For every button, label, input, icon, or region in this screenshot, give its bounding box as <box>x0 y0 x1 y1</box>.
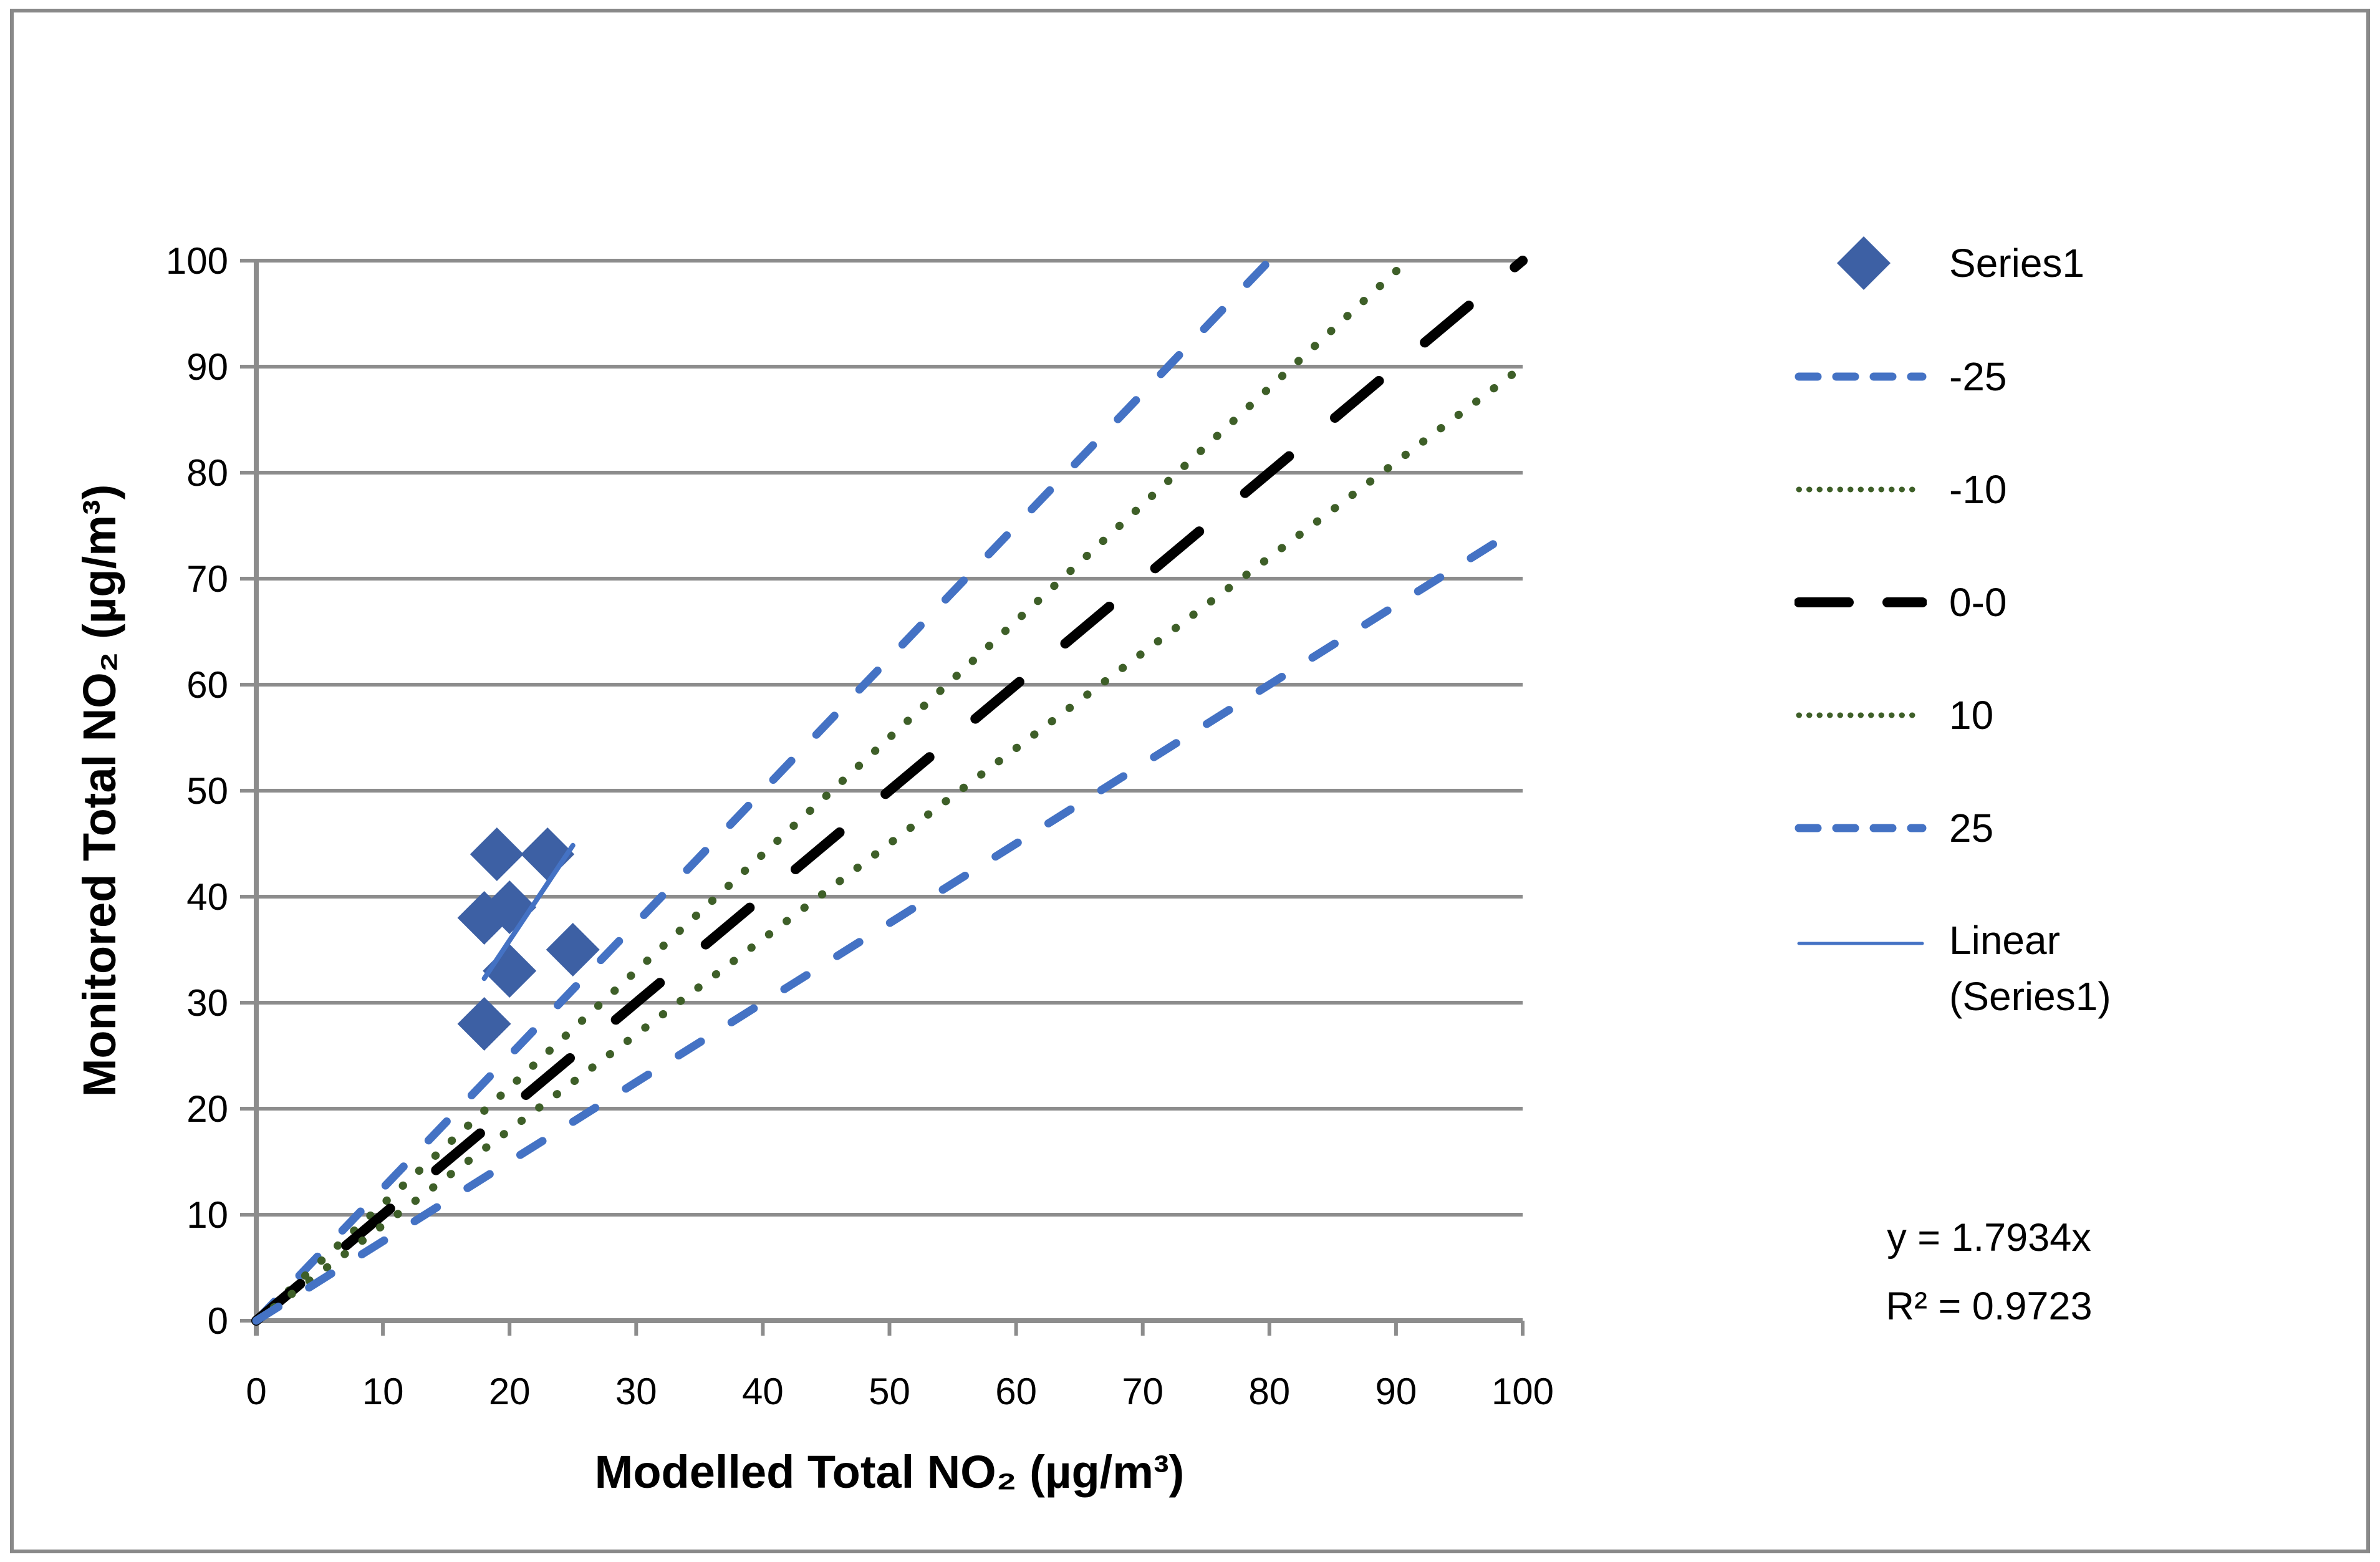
legend-item--10: -10 <box>1795 458 2217 521</box>
x-tick-label: 50 <box>869 1371 910 1412</box>
y-tick-label: 30 <box>186 982 228 1024</box>
legend-line-icon <box>1797 942 1924 945</box>
y-axis-title: Monitored Total NO₂ (µg/m³) <box>74 484 125 1097</box>
legend-line-icon <box>1795 597 1927 607</box>
legend-item-0-0: 0-0 <box>1795 571 2217 634</box>
y-tick-label: 40 <box>186 876 228 918</box>
legend-line-icon <box>1795 372 1927 381</box>
y-tick-label: 100 <box>166 240 228 282</box>
legend-item--25: -25 <box>1795 345 2217 408</box>
x-axis-title: Modelled Total NO₂ (µg/m³) <box>594 1446 1185 1498</box>
legend-label: 0-0 <box>1949 580 2007 625</box>
y-tick-label: 70 <box>186 558 228 600</box>
x-tick-label: 60 <box>995 1371 1037 1412</box>
legend-label: -10 <box>1949 467 2007 512</box>
x-tick-label: 30 <box>615 1371 657 1412</box>
legend-line-icon <box>1796 486 1925 493</box>
y-tick-label: 10 <box>186 1194 228 1236</box>
x-tick-label: 80 <box>1248 1371 1290 1412</box>
y-tick-label: 50 <box>186 770 228 812</box>
legend-label: 25 <box>1949 806 1994 851</box>
legend-item-10: 10 <box>1795 684 2217 746</box>
ref-line--10 <box>252 256 1412 1325</box>
legend-diamond-icon <box>1837 236 1891 290</box>
chart-border <box>10 9 2370 1553</box>
y-tick-label: 80 <box>186 452 228 494</box>
x-tick-label: 70 <box>1122 1371 1164 1412</box>
legend-label: Series1 <box>1949 241 2084 286</box>
legend-line-icon <box>1796 712 1925 718</box>
y-tick-label: 60 <box>186 664 228 706</box>
legend-label: 10 <box>1949 693 1994 738</box>
legend-item-series1: Series1 <box>1795 232 2217 294</box>
x-tick-label: 90 <box>1375 1371 1417 1412</box>
y-tick-label: 0 <box>208 1300 228 1342</box>
y-tick-label: 90 <box>186 346 228 388</box>
legend-line-icon <box>1795 824 1927 832</box>
x-tick-label: 40 <box>742 1371 784 1412</box>
legend-item-25: 25 <box>1795 797 2217 859</box>
ref-line-25 <box>252 521 1527 1325</box>
equation-line: y = 1.7934x <box>1887 1216 2091 1260</box>
ref-line-10 <box>252 362 1527 1325</box>
x-tick-label: 10 <box>362 1371 404 1412</box>
r-squared-line: R² = 0.9723 <box>1886 1285 2093 1328</box>
trendline <box>481 842 576 981</box>
y-tick-label: 20 <box>186 1088 228 1130</box>
legend-label: Linear (Series1) <box>1949 918 2111 1019</box>
x-tick-label: 100 <box>1491 1371 1554 1412</box>
scatter-point <box>470 827 524 881</box>
legend-label: -25 <box>1949 354 2007 399</box>
scatter-point <box>546 923 600 976</box>
trendline-equation: y = 1.7934x R² = 0.9723 <box>1843 1203 2136 1341</box>
legend-item-linear-series1-: Linear (Series1) <box>1795 912 2217 1062</box>
ref-line-0-0 <box>251 256 1528 1326</box>
x-tick-label: 20 <box>489 1371 531 1412</box>
x-tick-label: 0 <box>246 1371 266 1412</box>
scatter-point <box>457 997 511 1051</box>
